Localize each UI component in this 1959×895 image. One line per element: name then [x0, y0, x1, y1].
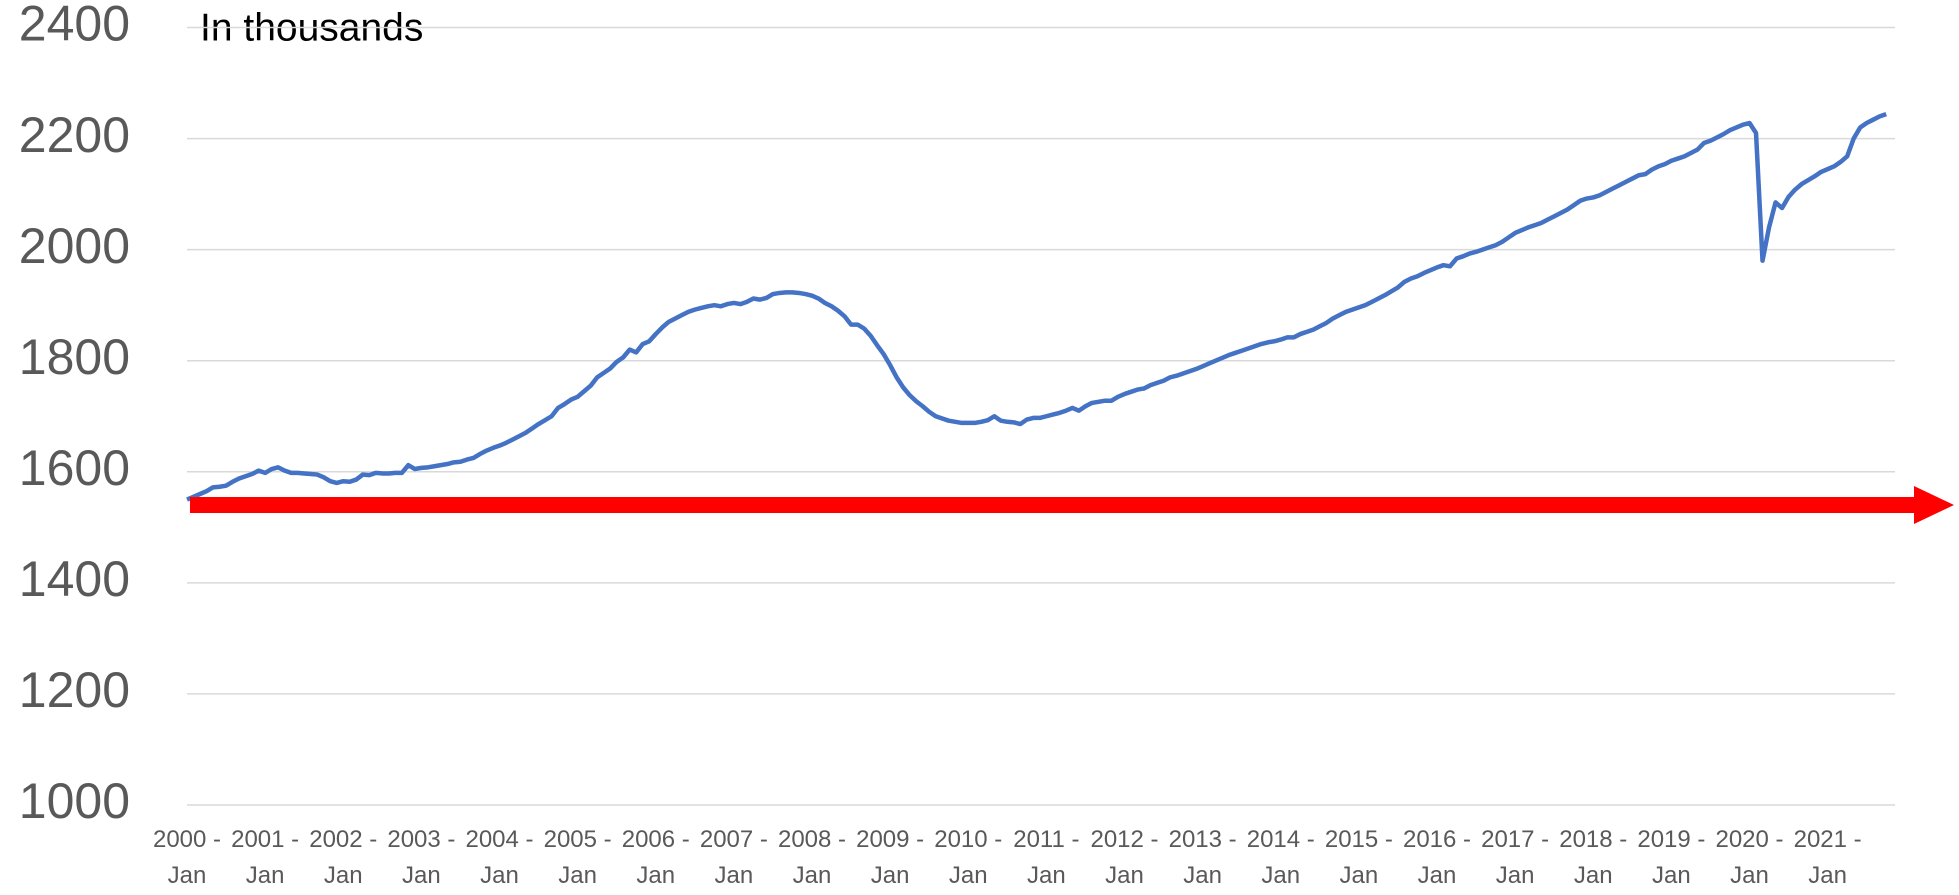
x-tick-label: 2008 - Jan	[777, 826, 847, 889]
y-tick-label: 2000	[19, 218, 130, 274]
y-tick-label: 1200	[19, 662, 130, 718]
y-tick-label: 1400	[19, 551, 130, 607]
x-tick-label: 2000 - Jan	[152, 826, 222, 889]
red-arrow	[190, 486, 1954, 524]
x-tick-label: 2013 - Jan	[1168, 826, 1237, 889]
x-tick-label: 2006 - Jan	[621, 826, 690, 889]
y-tick-label: 2200	[19, 107, 130, 163]
x-tick-label: 2002 - Jan	[309, 826, 378, 889]
x-tick-label: 2018 - Jan	[1559, 826, 1628, 889]
y-tick-label: 1000	[19, 773, 130, 829]
x-tick-label: 2012 - Jan	[1090, 826, 1159, 889]
x-tick-label: 2001 - Jan	[231, 826, 300, 889]
arrow-head	[1914, 486, 1954, 524]
x-tick-label: 2011 - Jan	[1013, 826, 1080, 889]
x-tick-label: 2021 - Jan	[1793, 826, 1862, 889]
x-tick-label: 2005 - Jan	[543, 826, 612, 889]
x-tick-label: 2010 - Jan	[934, 826, 1003, 889]
x-tick-label: 2009 - Jan	[856, 826, 925, 889]
x-tick-label: 2014 - Jan	[1246, 826, 1315, 889]
line-series	[186, 112, 1887, 502]
x-tick-label: 2020 - Jan	[1715, 826, 1784, 889]
x-tick-label: 2019 - Jan	[1637, 826, 1706, 889]
x-tick-label: 2015 - Jan	[1324, 826, 1393, 889]
x-tick-label: 2016 - Jan	[1402, 826, 1472, 889]
x-tick-label: 2004 - Jan	[465, 826, 534, 889]
y-tick-label: 1600	[19, 440, 130, 496]
x-tick-label: 2007 - Jan	[699, 826, 768, 889]
y-tick-label: 1800	[19, 329, 130, 385]
x-tick-label: 2017 - Jan	[1481, 826, 1550, 889]
arrow-shaft	[190, 497, 1920, 513]
y-tick-label: 2400	[19, 0, 130, 52]
x-tick-label: 2003 - Jan	[387, 826, 456, 889]
